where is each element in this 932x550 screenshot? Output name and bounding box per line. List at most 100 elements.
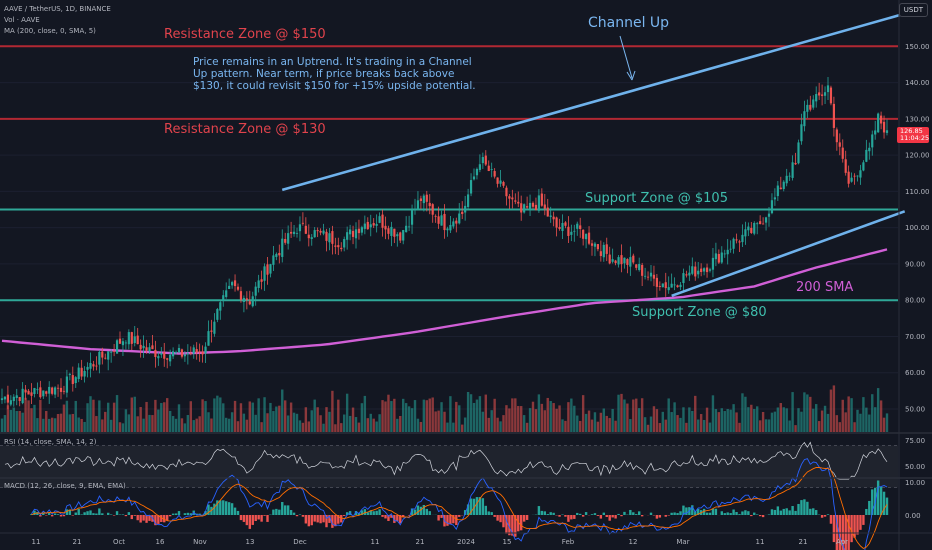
volume-bar <box>425 400 428 432</box>
candle-body <box>210 330 213 332</box>
macd-line[interactable] <box>31 458 888 550</box>
volume-bar <box>177 404 181 432</box>
candle-body <box>449 224 452 231</box>
rsi-line[interactable] <box>4 441 888 480</box>
rsi-legend[interactable]: RSI (14, close, SMA, 14, 2) <box>4 438 97 446</box>
candle-body <box>233 280 237 287</box>
candle-body <box>703 268 706 272</box>
volume-bar <box>393 398 396 432</box>
volume-bar <box>213 398 216 432</box>
x-tick-label: 11 <box>32 538 41 546</box>
candle-body <box>98 351 101 365</box>
volume-bar <box>841 399 844 432</box>
channel-upper-line[interactable] <box>281 12 906 192</box>
volume-bar <box>832 385 836 432</box>
volume-bar <box>520 406 523 432</box>
volume-bar <box>363 395 367 432</box>
volume-bar <box>817 421 821 432</box>
volume-bar <box>239 403 243 432</box>
volume-bar <box>142 418 145 432</box>
candle-body <box>157 356 160 359</box>
macd-histogram-bar <box>440 515 443 518</box>
candle-body <box>806 104 809 112</box>
ma-legend[interactable]: MA (200, close, 0, SMA, 5) <box>4 27 96 35</box>
macd-legend[interactable]: MACD (12, 26, close, 9, EMA, EMA) <box>4 482 126 490</box>
symbol-header[interactable]: AAVE / TetherUS, 1D, BINANCE <box>4 5 111 13</box>
macd-histogram-bar <box>649 512 653 515</box>
volume-bar <box>549 401 552 432</box>
macd-histogram-bar <box>168 515 172 517</box>
macd-histogram-bar <box>257 515 260 520</box>
candle-body <box>89 362 92 369</box>
macd-histogram-bar <box>505 515 508 534</box>
volume-bar <box>183 423 187 432</box>
candle-body <box>570 231 573 235</box>
volume-bar <box>758 420 762 432</box>
volume-bar <box>227 418 231 432</box>
volume-bar <box>124 409 128 432</box>
volume-legend[interactable]: Vol · AAVE <box>4 16 40 24</box>
volume-bar <box>753 408 756 432</box>
candle-body <box>697 270 700 275</box>
volume-bar <box>369 413 372 432</box>
candle-body <box>201 351 204 355</box>
candle-body <box>599 251 602 256</box>
channel-lower-line[interactable] <box>671 210 906 298</box>
macd-histogram-bar <box>676 513 679 515</box>
volume-bar <box>45 411 48 432</box>
volume-bar <box>396 418 399 432</box>
candle-body <box>369 224 372 228</box>
macd-histogram-bar <box>36 512 39 515</box>
volume-bar <box>747 407 750 432</box>
currency-button[interactable]: USDT <box>898 3 928 17</box>
candle-body <box>410 210 414 225</box>
volume-bar <box>608 418 611 432</box>
candle-body <box>65 376 68 393</box>
volume-bar <box>691 410 694 432</box>
x-tick-label: Feb <box>562 538 575 546</box>
signal-line[interactable] <box>31 466 888 550</box>
volume-bar <box>130 397 133 432</box>
macd-histogram-bar <box>109 514 113 515</box>
candle-body <box>508 196 511 199</box>
volume-bar <box>416 418 420 432</box>
candle-body <box>325 231 328 241</box>
volume-bar <box>112 402 116 432</box>
candle-body <box>576 223 579 229</box>
volume-bar <box>537 394 541 432</box>
volume-bar <box>587 410 591 432</box>
candle-body <box>464 205 467 213</box>
candle-body <box>818 92 821 96</box>
macd-histogram-bar <box>428 511 431 515</box>
candle-body <box>635 264 638 268</box>
volume-bar <box>638 408 641 432</box>
volume-bar <box>384 401 387 432</box>
macd-histogram-bar <box>629 509 632 515</box>
macd-histogram-bar <box>705 512 709 515</box>
volume-bar <box>53 418 57 432</box>
candle-body <box>9 400 12 405</box>
volume-bar <box>357 422 361 432</box>
volume-bar <box>33 404 36 432</box>
candle-body <box>723 253 726 255</box>
macd-histogram-bar <box>422 504 426 515</box>
x-tick-label: Apr <box>836 538 848 546</box>
volume-bar <box>525 422 529 432</box>
volume-bar <box>652 406 656 432</box>
candle-body <box>189 353 192 355</box>
macd-histogram-bar <box>284 505 287 515</box>
candle-body <box>841 147 844 159</box>
candle-body <box>21 388 24 404</box>
volume-bar <box>95 416 98 432</box>
volume-bars <box>0 385 889 432</box>
volume-bar <box>717 412 721 432</box>
volume-bar <box>289 402 293 432</box>
candle-body <box>92 364 95 367</box>
last-price-tag: 126.85 11:04:25 <box>897 127 929 143</box>
volume-bar <box>68 414 72 432</box>
candle-body <box>292 231 296 234</box>
volume-bar <box>59 413 63 432</box>
volume-bar <box>455 401 458 432</box>
